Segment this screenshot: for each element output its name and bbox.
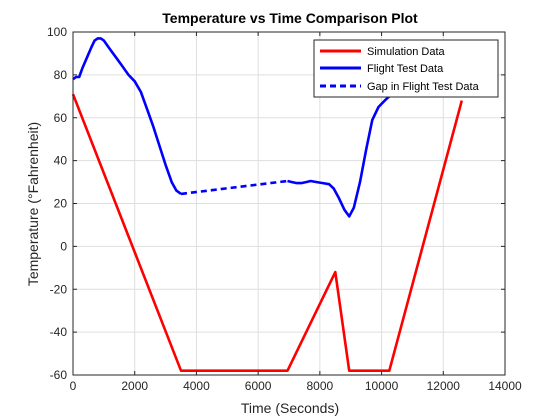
y-tick-label: 80 [54,68,68,82]
x-tick-label: 4000 [183,379,210,393]
axes [72,31,506,376]
x-tick-label: 10000 [365,379,399,393]
series-line-1 [287,95,391,218]
x-axis-label: Time (Seconds) [241,400,339,416]
x-tick-label: 6000 [245,379,272,393]
x-tick-label: 14000 [488,379,522,393]
y-tick-label: 60 [54,111,68,125]
legend-label-simulation: Simulation Data [367,46,446,58]
y-tick-label: -60 [50,368,68,382]
y-tick-label: 20 [54,197,68,211]
plot-area [71,37,464,373]
legend-label-gap: Gap in Flight Test Data [367,81,480,93]
y-tick-label: -20 [50,282,68,296]
y-tick-label: -40 [50,325,68,339]
y-tick-label: 40 [54,154,68,168]
series-line-1 [72,37,182,195]
x-tick-label: 0 [70,379,77,393]
x-tick-label: 8000 [307,379,334,393]
tick-labels: 0 2000 4000 6000 8000 10000 12000 14000 -60 -40 -2… [47,25,522,393]
series-line-2 [180,179,288,196]
x-tick-label: 2000 [121,379,148,393]
y-tick-label: 0 [60,239,67,253]
axes-box [72,31,506,376]
chart-title: Temperature vs Time Comparison Plot [162,10,418,26]
y-tick-label: 100 [47,25,67,39]
y-axis-label: Temperature (°Fahrenheit) [25,122,41,286]
series-line-0 [71,93,464,373]
legend-label-flight-test: Flight Test Data [367,63,444,75]
x-tick-label: 12000 [427,379,461,393]
legend: Simulation Data Flight Test Data Gap in … [313,39,499,98]
